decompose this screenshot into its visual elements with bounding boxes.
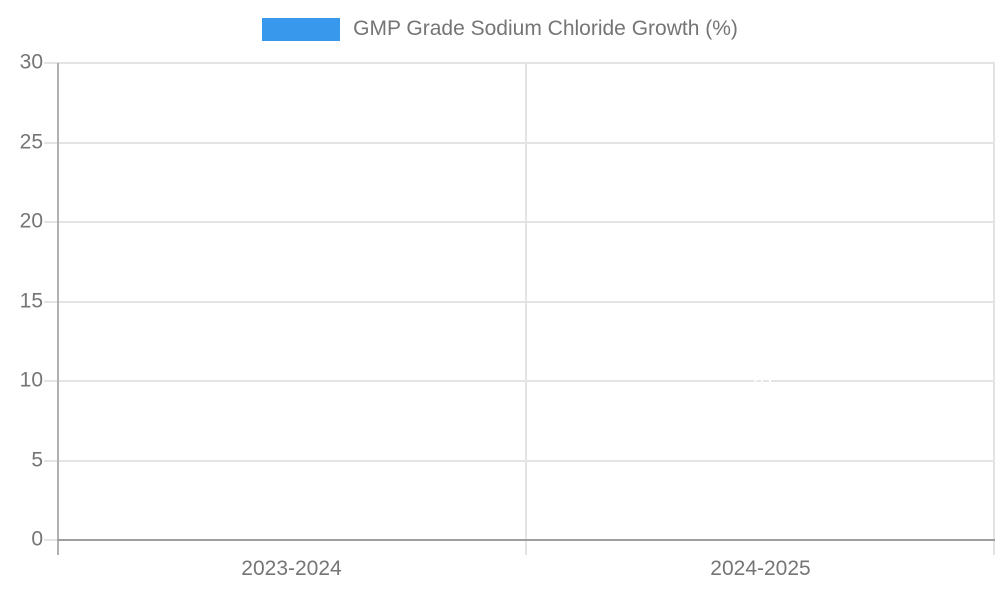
legend-swatch — [262, 17, 341, 41]
y-axis-tick — [44, 539, 57, 541]
legend-label: GMP Grade Sodium Chloride Growth (%) — [353, 17, 738, 40]
bar-value-label: 20 — [749, 369, 772, 392]
bar-value-label: 27 — [280, 313, 303, 336]
y-axis-label: 30 — [19, 50, 43, 74]
bar[interactable]: 20 — [594, 222, 928, 540]
y-axis-label: 15 — [19, 289, 43, 313]
y-axis-tick — [44, 62, 57, 64]
legend-item[interactable]: GMP Grade Sodium Chloride Growth (%) — [262, 17, 738, 41]
y-axis-tick — [44, 141, 57, 144]
y-axis-tick — [44, 300, 57, 303]
y-axis-tick — [44, 459, 57, 462]
y-axis-tick — [44, 380, 57, 382]
category-boundary-line — [993, 63, 995, 555]
y-axis-label: 20 — [19, 209, 43, 233]
legend: GMP Grade Sodium Chloride Growth (%) — [0, 17, 1000, 41]
x-axis-label: 2023-2024 — [241, 557, 342, 580]
plot-area: 27 20 — [57, 62, 995, 555]
category-boundary-line — [525, 63, 527, 555]
x-axis-label: 2024-2025 — [710, 557, 811, 580]
y-axis-label: 5 — [31, 448, 43, 472]
y-axis-line — [57, 63, 59, 555]
y-axis-label: 25 — [19, 130, 43, 154]
x-axis-line — [57, 539, 995, 541]
bar[interactable]: 27 — [125, 111, 459, 540]
y-axis-label: 0 — [31, 527, 43, 551]
y-axis-tick — [44, 221, 57, 223]
y-axis-label: 10 — [19, 368, 43, 392]
